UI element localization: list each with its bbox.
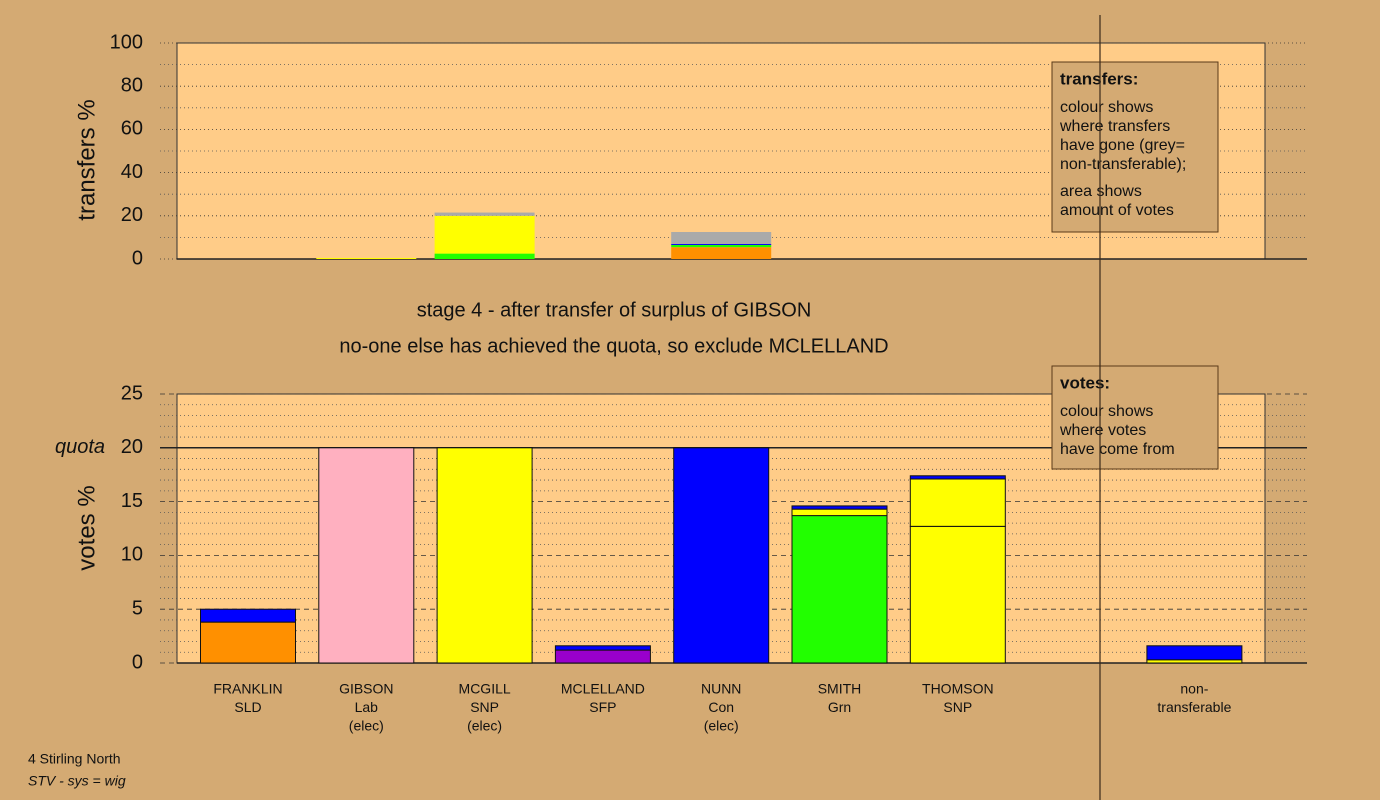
- stage-title: stage 4 - after transfer of surplus of G…: [417, 299, 812, 321]
- x-tick-label: GIBSON: [339, 681, 393, 697]
- legend-text: where votes: [1059, 422, 1146, 439]
- x-tick-label: SMITH: [818, 681, 862, 697]
- x-tick-label: Grn: [828, 699, 851, 715]
- system: STV - sys = wig: [28, 773, 126, 789]
- bar-segment: [316, 257, 417, 259]
- legend-text: where transfers: [1059, 118, 1170, 135]
- x-tick-label: MCGILL: [459, 681, 511, 697]
- x-tick-label: transferable: [1157, 699, 1231, 715]
- y-tick-label: 0: [132, 651, 143, 673]
- x-tick-label: (elec): [704, 718, 739, 734]
- stage-note: no-one else has achieved the quota, so e…: [339, 335, 888, 357]
- bar-segment: [1146, 645, 1243, 661]
- x-tick-label: FRANKLIN: [213, 681, 282, 697]
- bar-segment: [671, 247, 772, 259]
- y-axis-label: transfers %: [73, 99, 100, 220]
- bar-segment: [671, 244, 772, 248]
- bar-segment: [909, 475, 1006, 480]
- x-tick-label: Lab: [355, 699, 379, 715]
- x-tick-label: SNP: [470, 699, 499, 715]
- legend-text: have come from: [1060, 441, 1175, 458]
- bar-segment: [673, 447, 770, 664]
- y-tick-label: 10: [121, 544, 143, 566]
- bar-segment: [554, 645, 651, 651]
- bar-segment: [434, 212, 535, 216]
- bar-segment: [671, 243, 772, 245]
- bar-segment: [200, 608, 296, 623]
- bar-segment: [200, 621, 296, 664]
- y-tick-label: 60: [121, 118, 143, 140]
- legend-text: colour shows: [1060, 99, 1153, 116]
- bar-segment: [791, 508, 888, 517]
- x-tick-label: Con: [708, 699, 734, 715]
- bar-segment: [434, 215, 535, 254]
- y-tick-label: 40: [121, 161, 143, 183]
- y-tick-label: 20: [121, 436, 143, 458]
- bar-segment: [436, 447, 533, 664]
- x-tick-label: non-: [1180, 681, 1208, 697]
- y-tick-label: 100: [110, 31, 143, 53]
- bar-segment: [318, 447, 415, 664]
- bar-segment: [791, 515, 888, 664]
- legend-box: [1051, 61, 1219, 233]
- bar-segment: [791, 505, 888, 510]
- legend-text: non-transferable);: [1060, 156, 1186, 173]
- y-tick-label: 5: [132, 597, 143, 619]
- legend-text: colour shows: [1060, 403, 1153, 420]
- y-tick-label: 15: [121, 490, 143, 512]
- legend-text: amount of votes: [1060, 202, 1174, 219]
- quota-label: quota: [55, 436, 105, 458]
- y-tick-label: 80: [121, 74, 143, 96]
- x-tick-label: THOMSON: [922, 681, 994, 697]
- y-tick-label: 0: [132, 247, 143, 269]
- legend-title: votes:: [1060, 373, 1110, 392]
- bar-segment: [671, 232, 772, 244]
- contest: 4 Stirling North: [28, 751, 121, 767]
- x-tick-label: MCLELLAND: [561, 681, 645, 697]
- y-axis-label: votes %: [73, 485, 100, 570]
- x-tick-label: NUNN: [701, 681, 741, 697]
- legend-text: area shows: [1060, 183, 1142, 200]
- bar-segment: [554, 649, 651, 664]
- x-tick-label: SLD: [234, 699, 261, 715]
- x-tick-label: (elec): [467, 718, 502, 734]
- y-tick-label: 20: [121, 204, 143, 226]
- legend-box: [1051, 365, 1219, 470]
- bar-segment: [909, 525, 1006, 664]
- x-tick-label: SFP: [589, 699, 616, 715]
- y-tick-label: 25: [121, 382, 143, 404]
- legend-title: transfers:: [1060, 69, 1138, 88]
- x-tick-label: (elec): [349, 718, 384, 734]
- bar-segment: [434, 253, 535, 259]
- legend-text: have gone (grey=: [1060, 137, 1185, 154]
- x-tick-label: SNP: [943, 699, 972, 715]
- bar-segment: [909, 478, 1006, 527]
